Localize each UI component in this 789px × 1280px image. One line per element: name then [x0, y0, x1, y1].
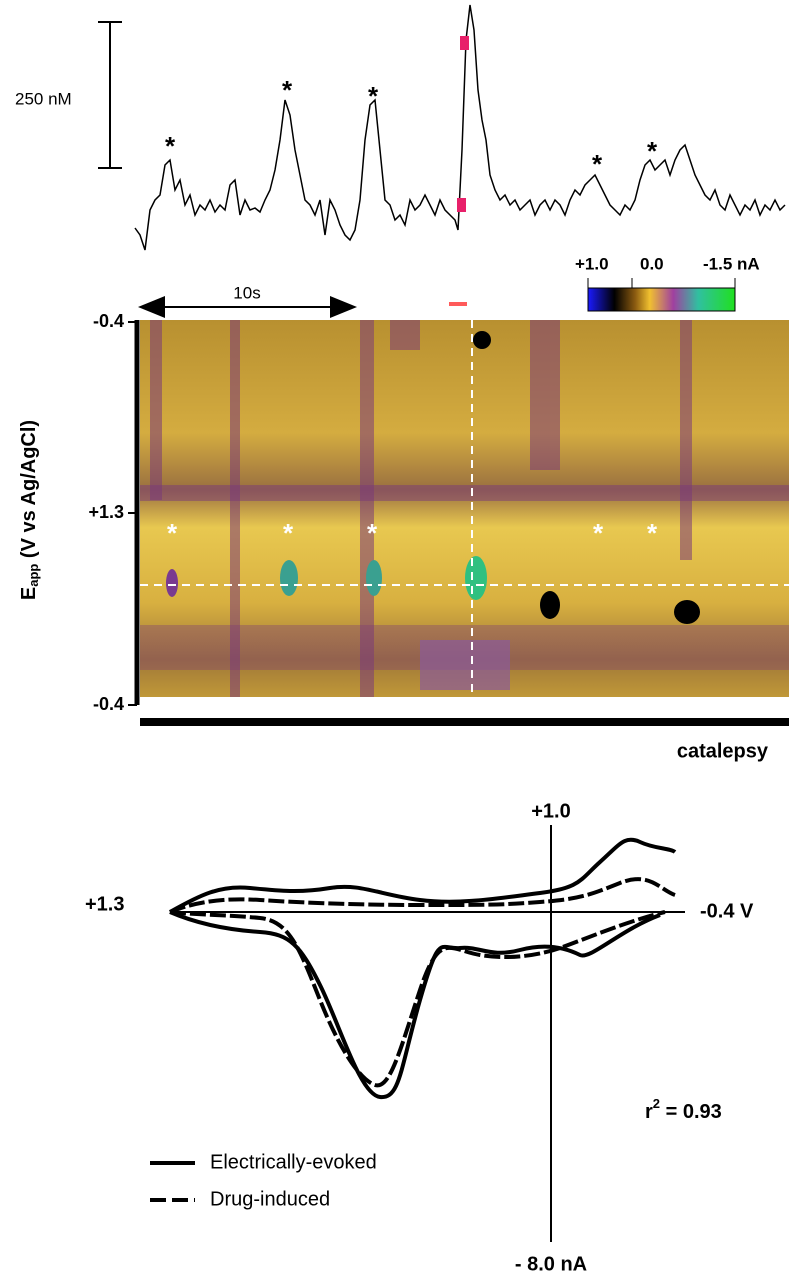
peak-marker: * — [167, 518, 178, 548]
colorbar — [587, 287, 736, 312]
time-bar-label: 10s — [233, 283, 260, 302]
cv-right-label: -0.4 V — [700, 900, 754, 922]
y-label: +1.3 — [88, 502, 124, 522]
cv-bottom-label: - 8.0 nA — [515, 1253, 587, 1275]
color-plot — [128, 320, 789, 706]
peak-marker: * — [647, 136, 658, 166]
y-label: -0.4 — [93, 694, 124, 714]
peak-marker: * — [593, 518, 604, 548]
axis-title-main: E — [18, 587, 40, 600]
colorbar-label: 0.0 — [640, 254, 664, 273]
cv-plot — [150, 825, 685, 1242]
peak-marker: * — [283, 518, 294, 548]
fit-label: r2 = 0.93 — [645, 1096, 722, 1123]
cv-left-label: +1.3 — [85, 893, 124, 915]
catalepsy-label: catalepsy — [677, 740, 769, 762]
scale-bar-label: 250 nM — [15, 89, 72, 108]
fit-sup: 2 — [653, 1096, 660, 1111]
legend-label: Electrically-evoked — [210, 1151, 377, 1173]
fit-main: r — [645, 1101, 653, 1123]
fit-rest: = 0.93 — [660, 1101, 722, 1123]
top-trace: 250 nM — [15, 4, 786, 251]
peak-marker: * — [165, 131, 176, 161]
y-axis-title: Eapp (V vs Ag/AgCl) — [18, 420, 41, 600]
colorbar-label: -1.5 nA — [703, 254, 760, 273]
cv-top-label: +1.0 — [531, 800, 570, 822]
axis-title-sub: app — [26, 564, 41, 587]
peak-marker: * — [282, 75, 293, 105]
legend-label: Drug-induced — [210, 1188, 330, 1210]
y-label: -0.4 — [93, 311, 124, 331]
colorbar-label: +1.0 — [575, 254, 609, 273]
peak-marker: * — [368, 81, 379, 111]
peak-marker: * — [592, 149, 603, 179]
peak-marker: * — [367, 518, 378, 548]
peak-marker: * — [647, 518, 658, 548]
catalepsy-bar — [140, 718, 789, 726]
axis-title-rest: (V vs Ag/AgCl) — [18, 420, 40, 564]
